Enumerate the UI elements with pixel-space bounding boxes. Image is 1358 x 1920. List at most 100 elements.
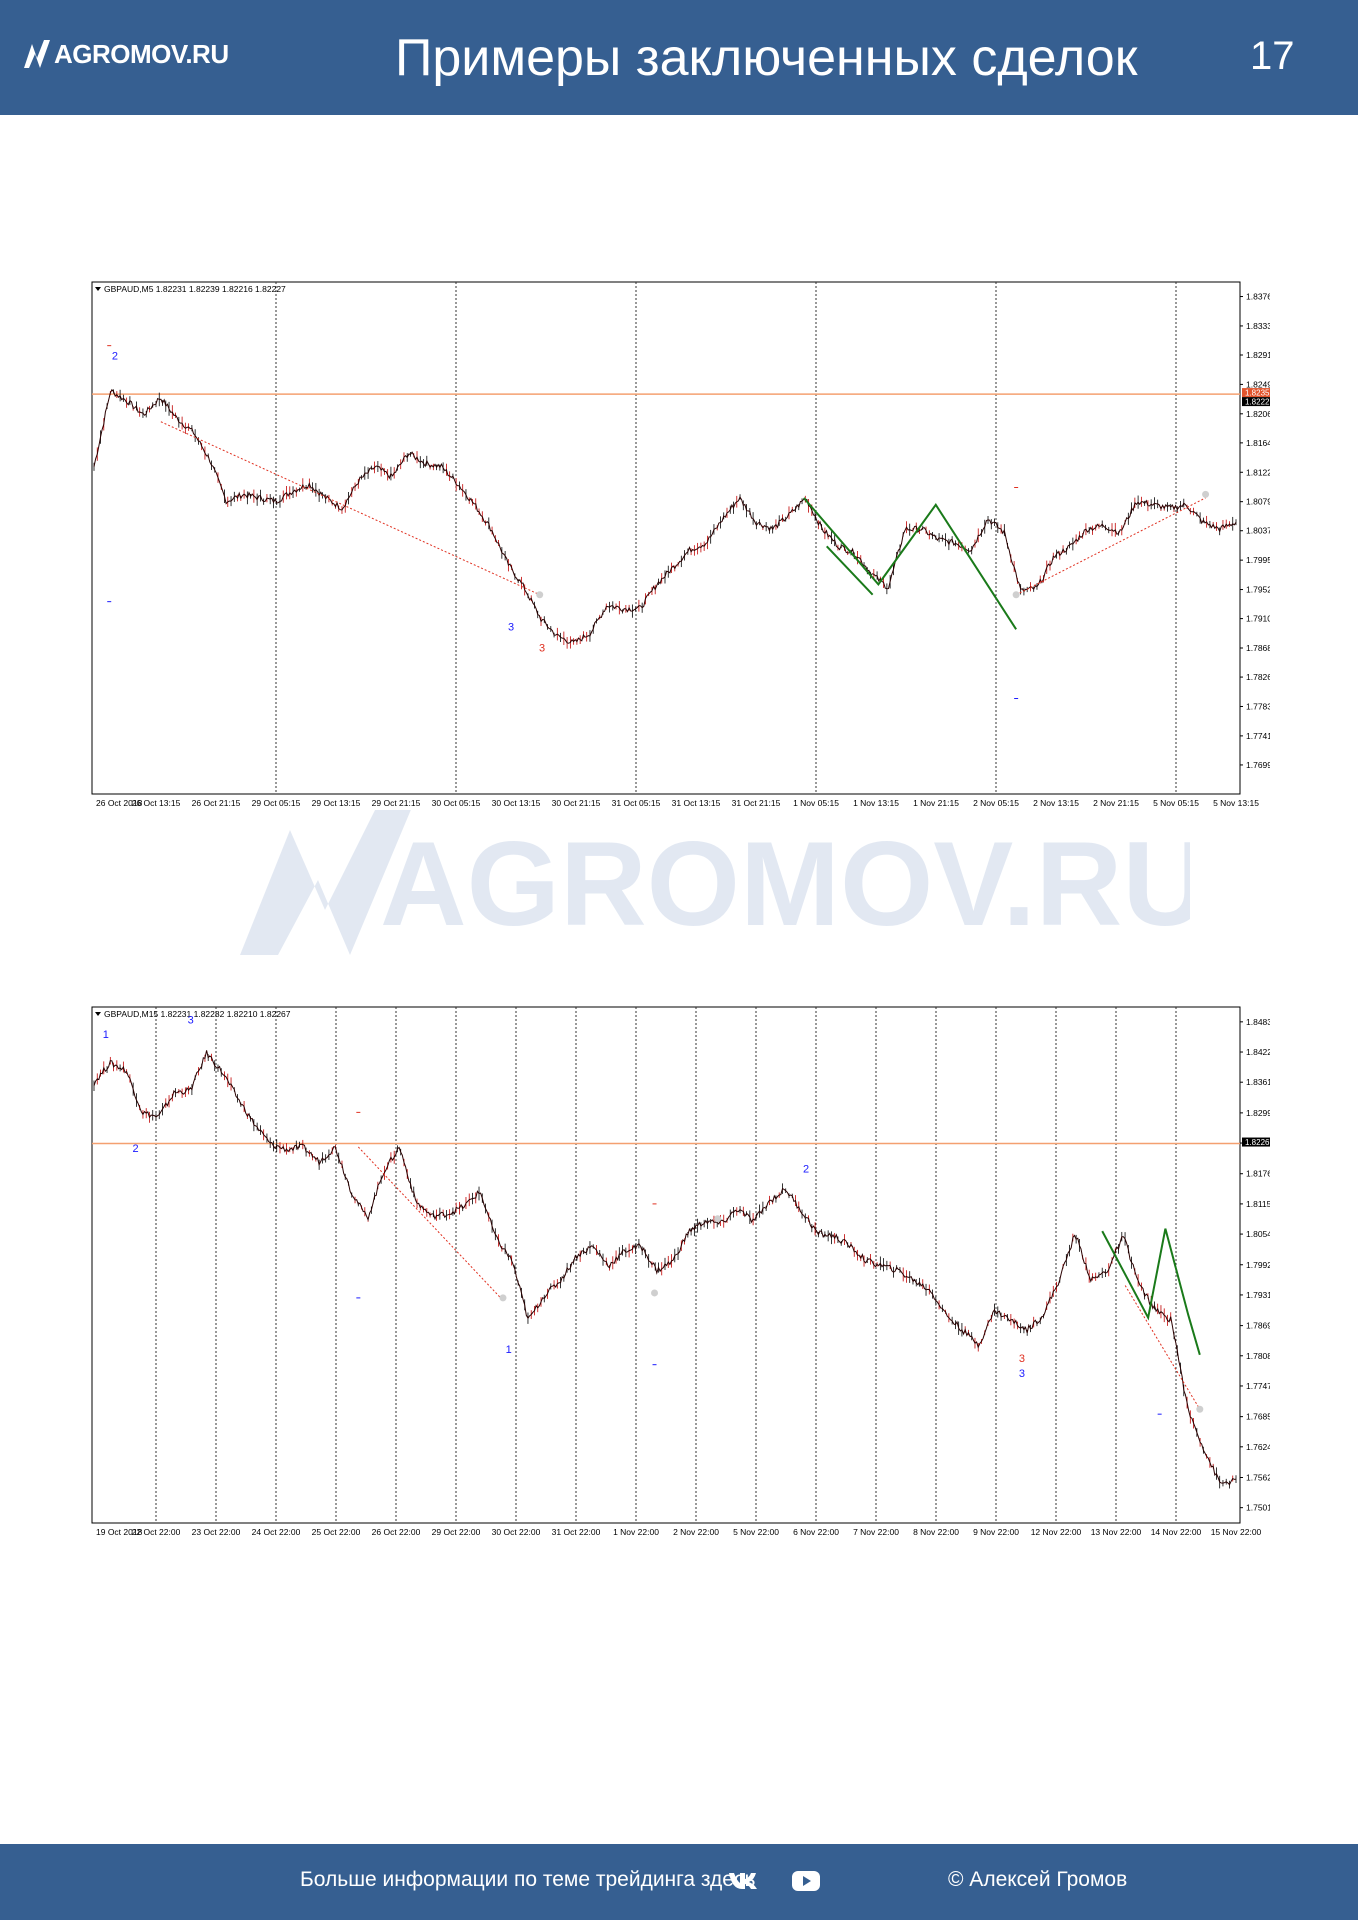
wave-label: 2 — [112, 350, 118, 362]
point-marker — [1202, 490, 1210, 498]
y-tick-label: 1.76240 — [1246, 1442, 1270, 1452]
point-marker — [536, 591, 544, 599]
y-tick-label: 1.77410 — [1246, 731, 1270, 741]
y-tick-label: 1.80540 — [1246, 1229, 1270, 1239]
watermark: AGROMOV.RU — [240, 800, 1190, 955]
x-tick-label: 29 Oct 05:15 — [252, 798, 301, 808]
brand-logo[interactable]: AGROMOV.RU — [22, 38, 229, 70]
x-tick-label: 14 Nov 22:00 — [1151, 1527, 1202, 1537]
y-tick-label: 1.79525 — [1246, 585, 1270, 595]
x-tick-label: 25 Oct 22:00 — [312, 1527, 361, 1537]
x-tick-label: 31 Oct 22:00 — [552, 1527, 601, 1537]
x-tick-label: 6 Nov 22:00 — [793, 1527, 839, 1537]
x-tick-label: 31 Oct 21:15 — [732, 798, 781, 808]
y-tick-label: 1.79105 — [1246, 614, 1270, 624]
y-tick-label: 1.83335 — [1246, 321, 1270, 331]
price-series-line — [93, 1050, 1237, 1486]
y-tick-label: 1.75010 — [1246, 1503, 1270, 1513]
y-tick-label: 1.80795 — [1246, 497, 1270, 507]
y-tick-label: 1.81220 — [1246, 467, 1270, 477]
x-tick-label: 19 Oct 2018 — [96, 1527, 143, 1537]
footer-copyright: © Алексей Громов — [948, 1868, 1128, 1891]
price-label: 1.82352 — [1245, 389, 1270, 398]
x-tick-label: 30 Oct 05:15 — [432, 798, 481, 808]
y-tick-label: 1.82065 — [1246, 409, 1270, 419]
trend-line-down — [160, 421, 540, 596]
logo-text: AGROMOV.RU — [54, 38, 229, 69]
wave-label: 3 — [188, 1014, 194, 1026]
point-marker — [499, 1294, 507, 1302]
x-tick-label: 7 Nov 22:00 — [853, 1527, 899, 1537]
price-label-bg — [1242, 1137, 1270, 1147]
y-tick-label: 1.81150 — [1246, 1199, 1270, 1209]
y-tick-label: 1.82490 — [1246, 379, 1270, 389]
x-tick-label: 29 Oct 22:00 — [432, 1527, 481, 1537]
x-tick-label: 29 Oct 21:15 — [372, 798, 421, 808]
watermark-text: AGROMOV.RU — [380, 817, 1190, 951]
footer-info-text: Больше информации по теме трейдинга здес… — [300, 1868, 756, 1891]
point-marker — [651, 1289, 659, 1297]
price-label: 1.82267 — [1245, 1138, 1270, 1147]
price-label-bg — [1242, 388, 1270, 398]
x-tick-label: 5 Nov 05:15 — [1153, 798, 1199, 808]
y-tick-label: 1.79920 — [1246, 1260, 1270, 1270]
y-tick-label: 1.79950 — [1246, 555, 1270, 565]
wave-label: 3 — [1019, 1353, 1025, 1365]
green-pattern-line — [825, 545, 874, 596]
x-tick-label: 26 Oct 13:15 — [132, 798, 181, 808]
y-tick-label: 1.84220 — [1246, 1047, 1270, 1057]
wave-label: 1 — [506, 1344, 512, 1356]
x-tick-label: 22 Oct 22:00 — [132, 1527, 181, 1537]
x-tick-label: 15 Nov 22:00 — [1211, 1527, 1262, 1537]
vk-icon[interactable] — [728, 1870, 758, 1890]
wave-label: 3 — [1019, 1368, 1025, 1380]
x-tick-label: 5 Nov 13:15 — [1213, 798, 1259, 808]
trend-line-down — [1124, 1285, 1201, 1410]
x-tick-label: 9 Nov 22:00 — [973, 1527, 1019, 1537]
y-tick-label: 1.80375 — [1246, 526, 1270, 536]
y-tick-label: 1.81760 — [1246, 1169, 1270, 1179]
trend-line-up — [1015, 497, 1206, 596]
x-tick-label: 12 Nov 22:00 — [1031, 1527, 1082, 1537]
lightning-logo-icon — [24, 40, 50, 68]
green-pattern-line — [803, 497, 1017, 630]
x-tick-label: 5 Nov 22:00 — [733, 1527, 779, 1537]
x-tick-label: 30 Oct 22:00 — [492, 1527, 541, 1537]
x-tick-label: 31 Oct 05:15 — [612, 798, 661, 808]
x-tick-label: 1 Nov 22:00 — [613, 1527, 659, 1537]
price-label: 1.82227 — [1245, 398, 1270, 407]
y-tick-label: 1.84830 — [1246, 1017, 1270, 1027]
x-tick-label: 26 Oct 22:00 — [372, 1527, 421, 1537]
x-tick-label: 1 Nov 05:15 — [793, 798, 839, 808]
x-tick-label: 2 Nov 21:15 — [1093, 798, 1139, 808]
x-tick-label: 2 Nov 13:15 — [1033, 798, 1079, 808]
chart-header: GBPAUD,M5 1.82231 1.82239 1.82216 1.8222… — [104, 284, 286, 294]
dropdown-arrow-icon — [95, 287, 101, 291]
page-number: 17 — [1250, 34, 1295, 78]
y-tick-label: 1.79310 — [1246, 1290, 1270, 1300]
point-marker — [1196, 1405, 1204, 1413]
page-title: Примеры заключенных сделок — [395, 29, 1138, 87]
x-tick-label: 30 Oct 21:15 — [552, 798, 601, 808]
wave-label: 3 — [539, 642, 545, 654]
page-footer: Больше информации по теме трейдинга здес… — [0, 1844, 1358, 1920]
x-tick-label: 1 Nov 21:15 — [913, 798, 959, 808]
x-tick-label: 31 Oct 13:15 — [672, 798, 721, 808]
green-pattern-line — [1101, 1228, 1201, 1356]
y-tick-label: 1.76990 — [1246, 760, 1270, 770]
y-tick-label: 1.83610 — [1246, 1077, 1270, 1087]
x-tick-label: 1 Nov 13:15 — [853, 798, 899, 808]
youtube-icon[interactable] — [792, 1871, 820, 1891]
y-tick-label: 1.82915 — [1246, 350, 1270, 360]
y-tick-label: 1.83760 — [1246, 292, 1270, 302]
wave-label: 2 — [803, 1164, 809, 1176]
x-tick-label: 2 Nov 22:00 — [673, 1527, 719, 1537]
point-marker — [714, 1215, 722, 1223]
y-tick-label: 1.78080 — [1246, 1351, 1270, 1361]
x-tick-label: 23 Oct 22:00 — [192, 1527, 241, 1537]
y-tick-label: 1.81645 — [1246, 438, 1270, 448]
wave-label: 2 — [133, 1143, 139, 1155]
trend-line-down — [357, 1146, 504, 1301]
